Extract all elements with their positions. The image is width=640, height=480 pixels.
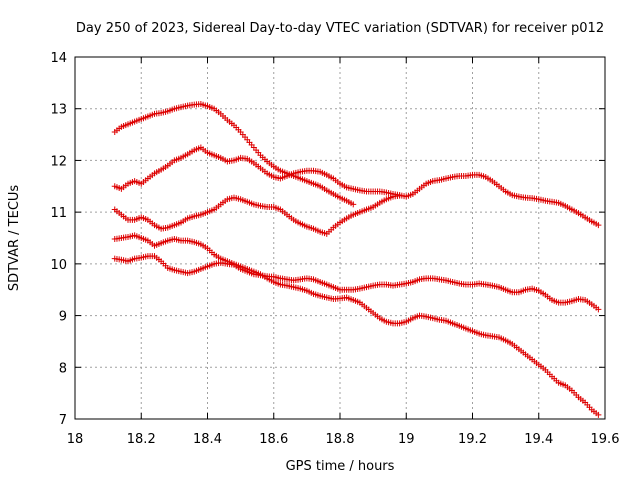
data-point xyxy=(595,222,602,229)
x-tick-label: 19.2 xyxy=(458,432,487,447)
x-axis-label: GPS time / hours xyxy=(286,459,395,474)
axis-ticks: 18 18.2 18.4 18.6 18.8 19 19.2 19.4 19.6 7 8 9 10 11 1… xyxy=(50,51,619,447)
chart-title: Day 250 of 2023, Sidereal Day-to-day VTE… xyxy=(76,21,604,36)
x-tick-label: 18.4 xyxy=(193,432,222,447)
x-tick-label: 18.6 xyxy=(259,432,288,447)
series-track-4 xyxy=(111,232,602,418)
y-tick-label: 10 xyxy=(50,258,67,273)
data-point xyxy=(350,201,357,208)
data-series xyxy=(111,101,602,418)
x-tick-label: 18.8 xyxy=(326,432,355,447)
data-point xyxy=(595,306,602,313)
x-tick-label: 19 xyxy=(398,432,415,447)
x-tick-label: 19.6 xyxy=(591,432,620,447)
series-track-1 xyxy=(111,101,357,208)
data-point xyxy=(396,192,403,199)
y-tick-label: 7 xyxy=(59,413,67,428)
y-tick-label: 14 xyxy=(50,51,67,66)
series-track-3 xyxy=(111,192,403,237)
x-tick-label: 19.4 xyxy=(524,432,553,447)
y-axis-label: SDTVAR / TECUs xyxy=(7,185,22,292)
grid-lines xyxy=(75,57,605,419)
y-tick-label: 12 xyxy=(50,154,67,169)
y-tick-label: 8 xyxy=(59,361,67,376)
x-tick-label: 18.2 xyxy=(127,432,156,447)
data-point xyxy=(595,411,602,418)
y-tick-label: 9 xyxy=(59,310,67,325)
series-track-5 xyxy=(111,253,602,313)
x-tick-label: 18 xyxy=(67,432,84,447)
y-tick-label: 13 xyxy=(50,103,67,118)
y-tick-label: 11 xyxy=(50,206,67,221)
